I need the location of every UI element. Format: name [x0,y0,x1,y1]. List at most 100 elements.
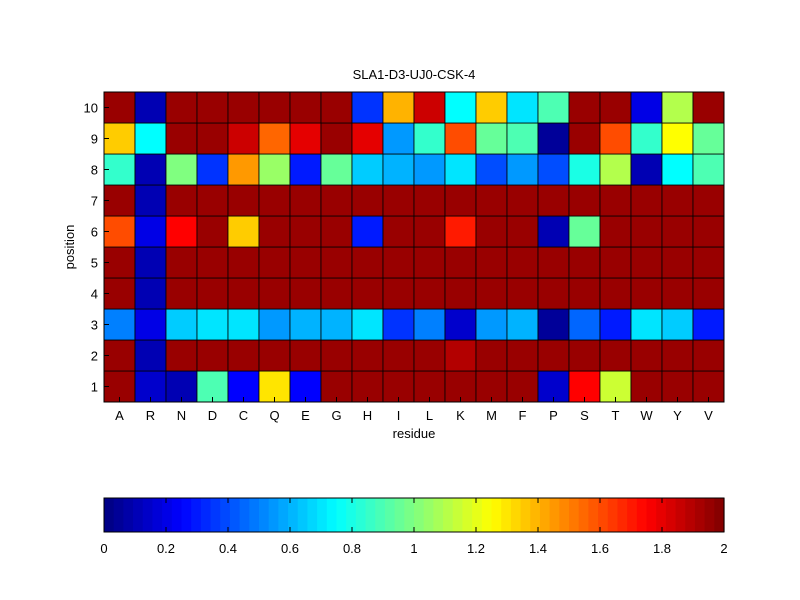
y-tick-label: 6 [91,225,98,240]
heatmap-cell-3-E [289,308,322,341]
colorbar-segment [714,498,725,532]
heatmap-cell-3-M [475,308,508,341]
x-tick-label: E [301,408,310,423]
heatmap-cell-6-N [165,215,198,248]
heatmap-cell-7-M [475,184,508,217]
heatmap-cell-8-H [351,153,384,186]
plot-area-border [103,91,725,403]
y-axis-ticks: 1 2 3 4 5 6 7 8 9 10 [84,101,109,395]
heatmap-cell-4-I [382,277,415,310]
heatmap-cell-8-T [599,153,632,186]
x-tick-label: A [115,408,124,423]
x-tick-label: I [397,408,401,423]
heatmap-cell-7-Q [258,184,291,217]
heatmap-cell-8-S [568,153,601,186]
heatmap-cell-7-Y [661,184,694,217]
colorbar-segment [336,498,347,532]
colorbar-ticks: 0 0.2 0.4 0.6 0.8 1 1.2 1.4 1.6 1.8 2 [100,498,728,556]
colorbar-tick-label: 0.8 [343,541,361,556]
heatmap-cell-10-C [227,91,260,124]
heatmap-cell-10-D [196,91,229,124]
heatmap-cell-2-I [382,339,415,372]
colorbar-segment [307,498,318,532]
heatmap-cell-8-I [382,153,415,186]
colorbar-segment [646,498,657,532]
heatmap-cell-3-Y [661,308,694,341]
heatmap-cell-1-Q [258,370,291,403]
heatmap-cell-3-C [227,308,260,341]
heatmap-cell-6-C [227,215,260,248]
heatmap-cell-7-T [599,184,632,217]
heatmap-cell-4-K [444,277,477,310]
heatmap-cell-7-H [351,184,384,217]
heatmap-cell-9-R [134,122,167,155]
colorbar-segment [259,498,270,532]
colorbar-segment [162,498,173,532]
heatmap-cell-8-Q [258,153,291,186]
heatmap-cell-9-G [320,122,353,155]
heatmap-cell-2-L [413,339,446,372]
heatmap-cell-2-E [289,339,322,372]
heatmap-cell-4-L [413,277,446,310]
heatmap-cell-10-K [444,91,477,124]
x-tick-label: Y [673,408,682,423]
heatmap-cell-8-L [413,153,446,186]
heatmap-cell-8-C [227,153,260,186]
colorbar-segment [530,498,541,532]
y-tick-label: 7 [91,194,98,209]
y-tick-label: 2 [91,349,98,364]
heatmap-cell-5-M [475,246,508,279]
heatmap-cell-10-H [351,91,384,124]
heatmap-cell-2-D [196,339,229,372]
heatmap-cell-9-P [537,122,570,155]
heatmap-cell-7-W [630,184,663,217]
heatmap-cell-3-G [320,308,353,341]
colorbar-segment [220,498,231,532]
heatmap-cells [103,91,725,403]
colorbar-segment [104,498,115,532]
colorbar-segment [288,498,299,532]
heatmap-cell-7-K [444,184,477,217]
heatmap-cell-6-Q [258,215,291,248]
heatmap-cell-7-L [413,184,446,217]
heatmap-cell-8-D [196,153,229,186]
heatmap-cell-10-W [630,91,663,124]
heatmap-cell-5-P [537,246,570,279]
heatmap-cell-6-P [537,215,570,248]
heatmap-cell-2-T [599,339,632,372]
y-tick-label: 3 [91,318,98,333]
colorbar-segment [636,498,648,532]
heatmap-cell-3-P [537,308,570,341]
colorbar-segment [578,498,589,532]
heatmap-cell-1-S [568,370,601,403]
heatmap-cell-6-A [103,215,136,248]
heatmap-cell-6-H [351,215,384,248]
heatmap-cell-2-Y [661,339,694,372]
colorbar-segment [694,498,706,532]
x-tick-label: Q [269,408,279,423]
colorbar-segment [152,498,163,532]
heatmap-cell-1-I [382,370,415,403]
heatmap-cell-9-Q [258,122,291,155]
heatmap-cell-2-K [444,339,477,372]
x-axis-label: residue [393,426,436,441]
heatmap-cell-5-C [227,246,260,279]
heatmap-cell-3-W [630,308,663,341]
heatmap-cell-8-M [475,153,508,186]
heatmap-cell-8-V [692,153,725,186]
x-tick-label: P [549,408,558,423]
y-tick-label: 5 [91,256,98,271]
colorbar-segment [297,498,309,532]
heatmap-cell-6-T [599,215,632,248]
heatmap-cell-9-L [413,122,446,155]
heatmap-cell-5-Q [258,246,291,279]
heatmap-cell-6-M [475,215,508,248]
heatmap-cell-9-A [103,122,136,155]
heatmap-cell-5-S [568,246,601,279]
colorbar-segment [704,498,715,532]
heatmap-cell-6-L [413,215,446,248]
heatmap-cell-4-D [196,277,229,310]
heatmap-cell-2-G [320,339,353,372]
colorbar-segment [501,498,512,532]
heatmap-cell-4-M [475,277,508,310]
